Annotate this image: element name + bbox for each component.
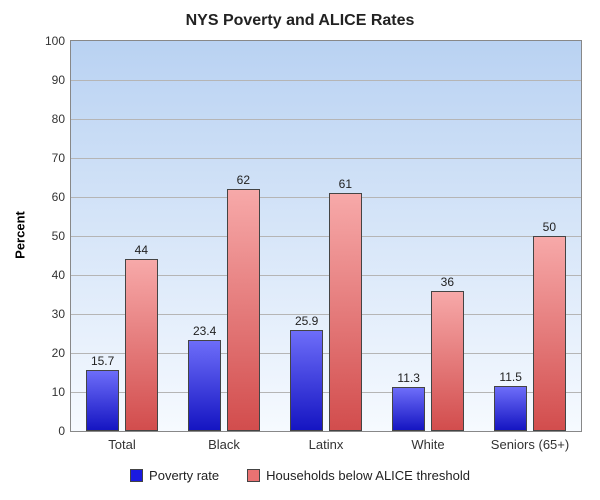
legend-item: Households below ALICE threshold (247, 468, 470, 483)
bar (86, 370, 119, 431)
gridline (71, 158, 581, 159)
y-tick-label: 100 (45, 34, 71, 48)
bar-value-label: 25.9 (295, 314, 318, 330)
bar (290, 330, 323, 431)
x-tick-label: White (411, 431, 444, 452)
x-tick-label: Latinx (309, 431, 344, 452)
legend-label: Poverty rate (149, 468, 219, 483)
chart-root: NYS Poverty and ALICE Rates 0 10 20 30 40 50 6… (0, 0, 600, 500)
y-tick-label: 90 (52, 73, 71, 87)
x-tick-label: Total (108, 431, 135, 452)
legend-label: Households below ALICE threshold (266, 468, 470, 483)
y-axis-label: Percent (13, 211, 28, 259)
y-tick-label: 50 (52, 229, 71, 243)
bar-value-label: 50 (543, 220, 556, 236)
y-tick-label: 40 (52, 268, 71, 282)
legend: Poverty rate Households below ALICE thres… (0, 468, 600, 483)
y-tick-label: 80 (52, 112, 71, 126)
legend-swatch (130, 469, 143, 482)
bar-value-label: 62 (237, 173, 250, 189)
bar (494, 386, 527, 431)
y-tick-label: 10 (52, 385, 71, 399)
gridline (71, 197, 581, 198)
bar-value-label: 36 (441, 275, 454, 291)
x-tick-label: Seniors (65+) (491, 431, 569, 452)
y-tick-label: 20 (52, 346, 71, 360)
gridline (71, 119, 581, 120)
chart-title: NYS Poverty and ALICE Rates (0, 12, 600, 30)
bar-value-label: 44 (135, 243, 148, 259)
legend-swatch (247, 469, 260, 482)
bar (431, 291, 464, 431)
bar (392, 387, 425, 431)
plot-area: 0102030405060708090100Total15.744Black23… (70, 40, 582, 432)
bar (329, 193, 362, 431)
gridline (71, 80, 581, 81)
bar-value-label: 11.5 (499, 370, 521, 386)
bar-value-label: 61 (339, 177, 352, 193)
gridline (71, 236, 581, 237)
bar (533, 236, 566, 431)
x-tick-label: Black (208, 431, 240, 452)
y-tick-label: 60 (52, 190, 71, 204)
bar (227, 189, 260, 431)
bar-value-label: 23.4 (193, 324, 216, 340)
bar (188, 340, 221, 431)
bar (125, 259, 158, 431)
y-tick-label: 30 (52, 307, 71, 321)
y-tick-label: 70 (52, 151, 71, 165)
y-tick-label: 0 (58, 424, 71, 438)
bar-value-label: 15.7 (91, 354, 114, 370)
bar-value-label: 11.3 (397, 371, 419, 387)
legend-item: Poverty rate (130, 468, 219, 483)
